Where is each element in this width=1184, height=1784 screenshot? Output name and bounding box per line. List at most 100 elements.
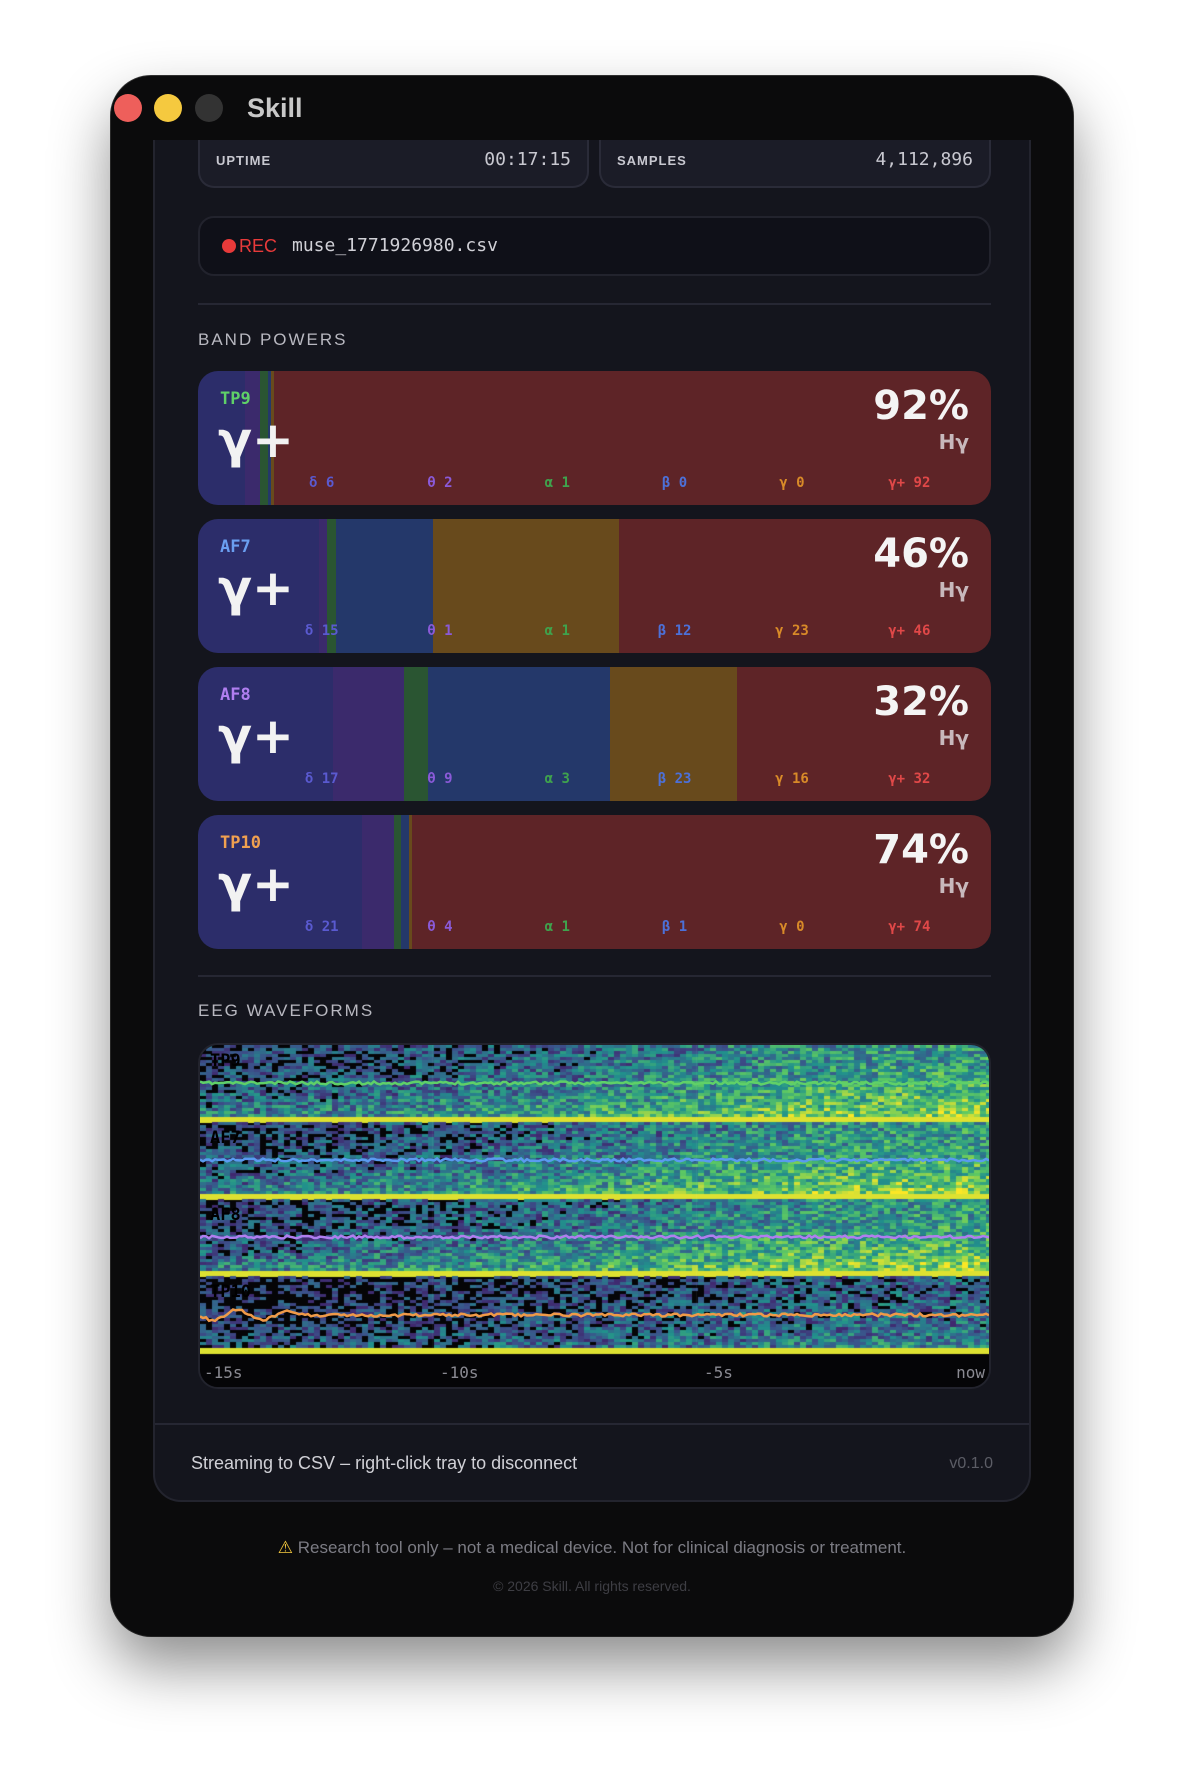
window-title: Skill	[247, 93, 303, 123]
eeg-label-af8: AF8	[210, 1205, 241, 1225]
band-symbol: γ	[775, 771, 784, 787]
band-segment-gamma_plus	[412, 815, 991, 949]
dominant-unit: Hγ	[938, 430, 969, 454]
band-value: 15	[321, 623, 339, 639]
status-text: Streaming to CSV – right-click tray to d…	[191, 1453, 578, 1473]
app-window: UPTIME 00:17:15 SAMPLES 4,112,896 REC mu…	[111, 76, 1073, 1636]
band-segment-alpha	[260, 371, 269, 505]
band-powers-title: BAND POWERS	[198, 330, 348, 349]
waveform-tp9	[200, 1079, 989, 1086]
band-value: 12	[674, 623, 692, 639]
band-label-theta: θ 2	[427, 475, 452, 492]
band-segment-alpha	[404, 667, 428, 801]
band-label-theta: θ 1	[427, 623, 452, 640]
band-symbol: γ+	[888, 919, 906, 935]
band-label-delta: δ 21	[305, 919, 339, 936]
dominant-percent: 32%	[873, 679, 969, 725]
channel-name: TP9	[220, 389, 251, 409]
band-symbol: γ	[775, 623, 784, 639]
dominant-percent: 74%	[873, 827, 969, 873]
band-value: 0	[796, 919, 805, 935]
band-segment-delta	[198, 519, 320, 653]
band-label-gamma_plus: γ+ 74	[888, 919, 930, 936]
waveform-lines	[200, 1079, 989, 1323]
band-value: 0	[796, 475, 805, 491]
band-value: 1	[444, 623, 453, 639]
dominant-band: γ+	[218, 559, 294, 617]
footer-divider	[155, 1423, 1029, 1425]
band-segment-theta	[244, 371, 261, 505]
band-symbol: δ	[304, 771, 314, 787]
band-symbol: δ	[304, 919, 314, 935]
band-value: 1	[561, 475, 570, 491]
close-button[interactable]	[114, 94, 142, 122]
band-segment-beta	[335, 519, 433, 653]
spectrogram	[200, 1045, 989, 1387]
titlebar: Skill	[111, 76, 1073, 140]
eeg-label-tp10: TP10	[210, 1282, 251, 1302]
band-label-beta: β 1	[662, 919, 687, 936]
dominant-unit: Hγ	[938, 578, 969, 602]
disclaimer-text: Research tool only – not a medical devic…	[297, 1538, 907, 1557]
divider	[198, 303, 991, 305]
band-segment-alpha	[327, 519, 336, 653]
dominant-unit: Hγ	[938, 726, 969, 750]
band-symbol: δ	[309, 475, 318, 491]
samples-label: SAMPLES	[617, 153, 687, 168]
band-label-gamma: γ 0	[779, 919, 804, 936]
eeg-title: EEG WAVEFORMS	[198, 1001, 375, 1020]
minimize-button[interactable]	[154, 94, 182, 122]
x-tick: -10s	[440, 1363, 479, 1382]
band-symbol: γ+	[888, 623, 906, 639]
band-segment-delta	[198, 667, 333, 801]
band-segment-gamma_plus	[737, 667, 991, 801]
band-symbol: γ+	[888, 475, 906, 491]
band-label-delta: δ 17	[305, 771, 339, 788]
band-label-beta: β 12	[658, 623, 692, 640]
band-segment-beta	[268, 371, 272, 505]
band-segment-gamma_plus	[618, 519, 991, 653]
band-segment-beta	[427, 667, 611, 801]
samples-value: 4,112,896	[875, 149, 973, 170]
band-label-gamma: γ 16	[775, 771, 809, 788]
band-label-beta: β 23	[658, 771, 692, 788]
band-label-delta: δ 15	[305, 623, 339, 640]
uptime-label: UPTIME	[216, 153, 272, 168]
band-value: 3	[561, 771, 570, 787]
band-symbol: θ	[427, 475, 436, 491]
band-segment-gamma	[409, 815, 413, 949]
band-value: 1	[561, 919, 570, 935]
band-value: 21	[321, 919, 339, 935]
waveform-af8	[200, 1234, 989, 1240]
band-symbol: θ	[427, 623, 436, 639]
waveform-tp10	[200, 1308, 989, 1323]
band-symbol: β	[657, 623, 667, 639]
band-value: 23	[674, 771, 692, 787]
band-value: 46	[913, 623, 931, 639]
x-tick: -15s	[204, 1363, 243, 1382]
x-tick: -5s	[704, 1363, 733, 1382]
band-symbol: α	[544, 475, 553, 491]
eeg-label-tp9: TP9	[210, 1051, 241, 1071]
band-segment-gamma	[271, 371, 275, 505]
band-segment-beta	[401, 815, 410, 949]
band-value: 0	[678, 475, 688, 491]
channel-name: AF7	[220, 537, 251, 557]
copyright: © 2026 Skill. All rights reserved.	[493, 1578, 691, 1594]
samples-card: SAMPLES 4,112,896	[599, 136, 991, 188]
band-label-theta: θ 4	[427, 919, 452, 936]
band-segment-gamma_plus	[274, 371, 991, 505]
band-symbol: δ	[304, 623, 314, 639]
maximize-button[interactable]	[195, 94, 223, 122]
band-label-beta: β 0	[662, 475, 687, 492]
record-dot-icon	[222, 239, 236, 253]
band-label-gamma_plus: γ+ 92	[888, 475, 930, 492]
band-label-gamma_plus: γ+ 32	[888, 771, 930, 788]
channel-name: AF8	[220, 685, 251, 705]
band-symbol: α	[544, 919, 553, 935]
x-tick: now	[956, 1363, 985, 1382]
band-label-gamma: γ 23	[775, 623, 809, 640]
band-symbol: θ	[427, 919, 436, 935]
band-segment-alpha	[393, 815, 402, 949]
